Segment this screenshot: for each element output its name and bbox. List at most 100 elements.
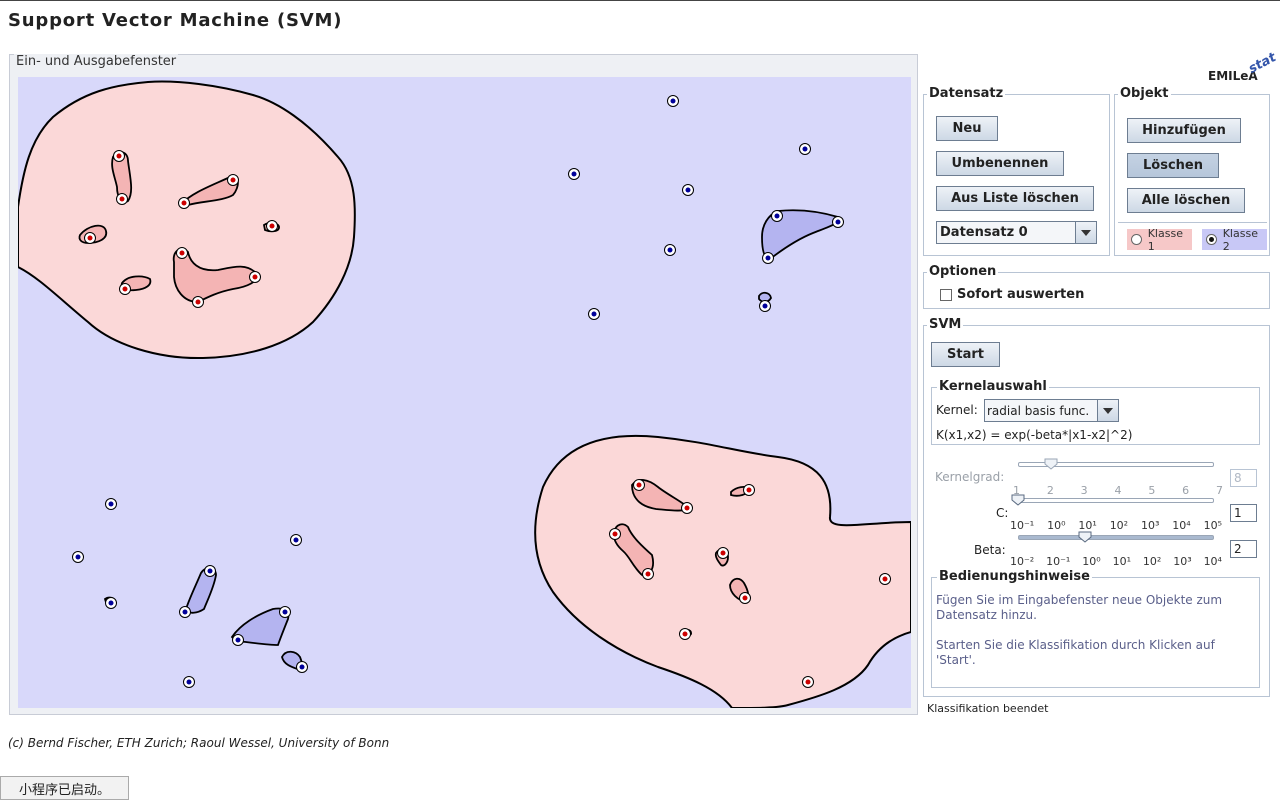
optionen-group-label: Optionen	[927, 264, 999, 279]
c-label: C:	[996, 506, 1009, 520]
rename-dataset-button[interactable]: Umbenennen	[936, 151, 1064, 176]
class1-point	[84, 232, 96, 244]
class2-radio[interactable]: Klasse 2	[1202, 226, 1267, 253]
hint-text-1: Fügen Sie im Eingabefenster neue Objekte…	[936, 593, 1223, 622]
tick-label: 3	[1080, 484, 1088, 497]
class2-point	[105, 498, 117, 510]
class2-point	[279, 606, 291, 618]
sofort-checkbox[interactable]	[940, 288, 952, 301]
class1-island	[111, 151, 133, 203]
tick-label: 2	[1046, 484, 1054, 497]
class1-point	[249, 271, 261, 283]
delete-object-button[interactable]: Löschen	[1127, 153, 1219, 178]
class1-point	[178, 197, 190, 209]
emilea-logo: EMILeA stat	[1208, 50, 1279, 86]
hints-group-label: Bedienungshinweise	[937, 569, 1092, 584]
sofort-checkbox-row[interactable]: Sofort auswerten	[940, 287, 1084, 302]
class1-point	[609, 528, 621, 540]
tick-label: 10⁴	[1172, 519, 1191, 532]
class1-point	[633, 479, 645, 491]
kernelgrad-value-field: 8	[1230, 469, 1257, 487]
class2-island	[230, 607, 290, 646]
class1-radio-indicator[interactable]	[1131, 234, 1142, 245]
class2-point	[588, 308, 600, 320]
objekt-group-label: Objekt	[1118, 86, 1171, 101]
class1-point	[642, 568, 654, 580]
c-value-field[interactable]: 1	[1230, 504, 1257, 522]
kernelauswahl-group	[931, 387, 1260, 445]
class1-radio[interactable]: Klasse 1	[1127, 227, 1192, 253]
class1-point	[739, 592, 751, 604]
class2-point	[682, 184, 694, 196]
tick-label: 10⁵	[1203, 519, 1222, 532]
c-slider-track[interactable]	[1018, 498, 1214, 503]
beta-label: Beta:	[974, 543, 1006, 557]
c-slider-thumb[interactable]	[1011, 494, 1025, 506]
class2-point	[664, 244, 676, 256]
tick-label: 10⁻²	[1010, 555, 1035, 568]
class2-point	[290, 534, 302, 546]
tick-label: 10³	[1173, 555, 1192, 568]
tick-label: 4	[1114, 484, 1122, 497]
class1-points	[84, 150, 891, 688]
start-button[interactable]: Start	[931, 342, 1000, 367]
class1-point	[717, 547, 729, 559]
class2-point	[105, 597, 117, 609]
new-dataset-button[interactable]: Neu	[936, 116, 998, 141]
tick-label: 10⁴	[1203, 555, 1222, 568]
kernel-label: Kernel:	[936, 403, 978, 417]
class2-radio-label: Klasse 2	[1222, 226, 1258, 253]
tick-label: 5	[1148, 484, 1156, 497]
class1-point	[266, 220, 278, 232]
beta-slider-thumb[interactable]	[1078, 531, 1092, 543]
tick-label: 10²	[1109, 519, 1129, 532]
class1-point	[802, 676, 814, 688]
class1-region-bottom-right	[534, 434, 911, 708]
kernel-select[interactable]: radial basis func.	[984, 399, 1119, 422]
beta-slider-track[interactable]	[1018, 535, 1214, 540]
chevron-down-icon[interactable]	[1075, 222, 1096, 243]
beta-value-field[interactable]: 2	[1230, 540, 1257, 558]
tick-label: 10³	[1140, 519, 1160, 532]
class2-point	[179, 606, 191, 618]
kernel-formula: K(x1,x2) = exp(-beta*|x1-x2|^2)	[936, 428, 1133, 442]
class2-island	[758, 291, 772, 303]
class2-radio-indicator[interactable]	[1206, 234, 1217, 245]
tick-label: 7	[1215, 484, 1223, 497]
dataset-select[interactable]: Datensatz 0	[936, 221, 1097, 244]
tick-label: 10⁻¹	[1046, 555, 1071, 568]
class2-point	[799, 143, 811, 155]
delete-all-objects-button[interactable]: Alle löschen	[1127, 188, 1245, 213]
add-object-button[interactable]: Hinzufügen	[1127, 118, 1241, 143]
class1-point	[116, 193, 128, 205]
datensatz-group	[923, 94, 1110, 256]
class1-point	[192, 296, 204, 308]
kernelgrad-label: Kernelgrad:	[935, 470, 1005, 484]
beta-ticks: 10⁻² 10⁻¹ 10⁰ 10¹ 10² 10³ 10⁴	[1010, 555, 1222, 568]
tick-label: 10¹	[1112, 555, 1131, 568]
class1-point	[743, 484, 755, 496]
class2-point	[759, 300, 771, 312]
chevron-down-icon[interactable]	[1097, 400, 1118, 421]
class2-point	[183, 676, 195, 688]
c-ticks: 10⁻¹ 10⁰ 10¹ 10² 10³ 10⁴ 10⁵	[1010, 519, 1222, 532]
class1-region-top-left	[18, 80, 356, 360]
tick-label: 10⁰	[1082, 555, 1101, 568]
kernel-select-value: radial basis func.	[987, 403, 1090, 418]
classification-canvas[interactable]	[18, 77, 911, 708]
logo-super: stat	[1246, 50, 1279, 77]
hints-group	[931, 577, 1260, 688]
class1-point	[176, 247, 188, 259]
class1-point	[113, 150, 125, 162]
class2-point	[72, 551, 84, 563]
status-text: Klassifikation beendet	[927, 702, 1049, 715]
credit-text: (c) Bernd Fischer, ETH Zurich; Raoul Wes…	[8, 736, 390, 750]
optionen-group	[923, 272, 1270, 309]
page-title: Support Vector Machine (SVM)	[8, 10, 343, 31]
tick-label: 6	[1182, 484, 1190, 497]
kernelgrad-ticks: 1 2 3 4 5 6 7	[1013, 484, 1223, 497]
remove-dataset-button[interactable]: Aus Liste löschen	[936, 186, 1094, 211]
datensatz-group-label: Datensatz	[927, 86, 1006, 101]
class2-island	[185, 567, 217, 614]
class1-point	[227, 174, 239, 186]
